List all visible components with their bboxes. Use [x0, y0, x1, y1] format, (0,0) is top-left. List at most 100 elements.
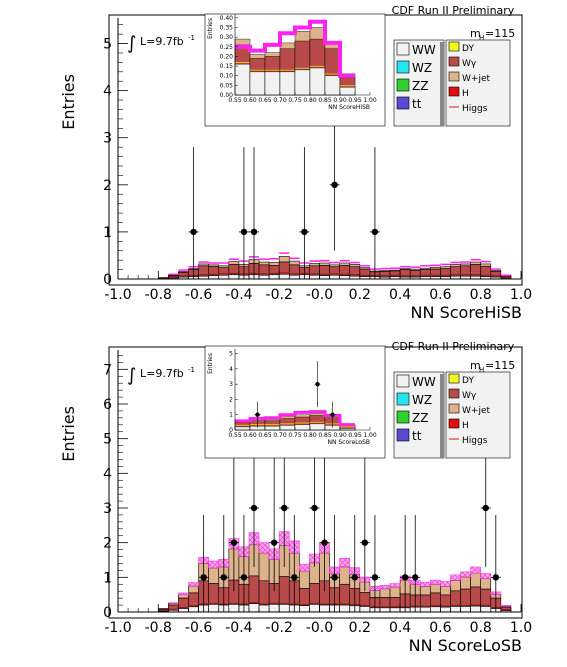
wjet-bar	[379, 588, 391, 598]
y-tick-label: 5	[103, 37, 112, 53]
higgs-hatch-bar	[208, 560, 220, 569]
x-tick-label: -1.0	[104, 620, 131, 636]
wgamma-bar	[460, 588, 471, 607]
inset-y-tick-label: 3	[229, 381, 233, 388]
ww-bar	[178, 608, 189, 613]
y-axis-label: Entries	[59, 406, 78, 462]
ww-bar	[299, 605, 310, 613]
inset-x-tick-label: 0.70	[273, 97, 287, 104]
wjet-bar	[419, 586, 431, 596]
wgamma-bar	[379, 271, 391, 278]
x-tick-label: -0.0	[306, 620, 333, 636]
x-axis-label: NN ScoreLoSB	[409, 636, 522, 655]
y-tick-label: 3	[103, 131, 112, 147]
wjet-bar	[440, 586, 451, 596]
integral-sign: ∫	[127, 365, 136, 386]
inset-x-tick-label: 0.95	[348, 97, 362, 104]
x-tick-label: -0.4	[225, 620, 252, 636]
wjet-bar	[319, 262, 330, 266]
ww-bar	[288, 274, 300, 280]
mass-value: =115	[485, 27, 515, 40]
inset-x-tick-label: 0.65	[258, 432, 272, 439]
legend-label: WW	[412, 43, 436, 57]
inset-y-label: Entries	[207, 18, 214, 39]
inset-ww-bar	[309, 423, 326, 431]
inset-x-tick-label: 0.90	[333, 432, 347, 439]
higgs-hatch-bar	[389, 583, 401, 588]
higgs-hatch-bar	[299, 563, 310, 572]
x-tick-label: 0.4	[389, 287, 411, 303]
wjet-bar	[389, 586, 401, 598]
higgs-hatch-bar	[460, 571, 471, 578]
legend-swatch-tt	[396, 428, 410, 442]
legend-swatch-zz	[396, 78, 410, 92]
legend-swatch-right	[448, 41, 460, 52]
wgamma-bar	[188, 592, 199, 608]
x-tick-label: -0.6	[185, 620, 212, 636]
inset-y-tick-label: 2	[229, 396, 233, 403]
ww-bar	[248, 603, 260, 613]
data-point	[291, 574, 298, 581]
legend-swatch-zz	[396, 410, 410, 424]
higgs-hatch-bar	[178, 592, 189, 595]
top-panel-hisb: -1.0 -0.8 -0.6 -0.4 -0.2 -0.0 0.2 0.4 0.6 0.8 1.00…	[59, 4, 532, 322]
ww-bar	[278, 273, 290, 280]
higgs-hatch-bar	[188, 582, 199, 587]
inset-x-label: NN ScoreLoSB	[327, 439, 370, 446]
legend-label: W+jet	[462, 74, 490, 84]
wjet-bar	[268, 262, 280, 266]
mass-label: m	[470, 27, 481, 40]
data-point	[270, 539, 278, 546]
chart-title: CDF Run II Preliminary	[392, 340, 515, 353]
wgamma-bar	[470, 586, 481, 607]
wgamma-bar	[480, 588, 492, 607]
wgamma-bar	[178, 597, 189, 609]
wjet-bar	[188, 585, 199, 594]
x-tick-label: 1.0	[510, 620, 532, 636]
data-point	[321, 539, 328, 546]
x-tick-label: -0.2	[266, 620, 293, 636]
y-tick-label: 5	[103, 432, 112, 448]
mass-sub: H	[479, 366, 484, 374]
wjet-bar	[208, 567, 220, 584]
legend-label: WW	[412, 375, 436, 389]
wgamma-bar	[419, 594, 431, 608]
inset-ww-bar	[264, 71, 281, 96]
data-point	[412, 574, 419, 581]
ww-bar	[339, 604, 351, 613]
ww-bar	[218, 274, 230, 280]
legend-label: Higgs	[462, 436, 488, 446]
inset-x-tick-label: 0.55	[228, 97, 242, 104]
inset-ww-bar	[309, 67, 326, 96]
inset-data-point	[315, 381, 320, 387]
chart-title: CDF Run II Preliminary	[392, 4, 515, 17]
x-tick-label: -0.6	[185, 287, 212, 303]
y-tick-label: 4	[103, 466, 112, 482]
higgs-hatch-bar	[379, 585, 391, 590]
inset-x-tick-label: 1.00	[363, 97, 377, 104]
ww-bar	[258, 604, 270, 613]
inset-y-tick-label: 0.30	[220, 34, 234, 41]
wgamma-bar	[450, 590, 461, 607]
inset-higgs-line	[235, 19, 355, 78]
wjet-bar	[460, 576, 471, 590]
higgs-hatch-bar	[500, 605, 512, 607]
inset-ww-bar	[234, 63, 251, 96]
wjet-bar	[450, 264, 461, 268]
legend-shadow	[440, 42, 444, 126]
inset-x-tick-label: 0.60	[243, 432, 257, 439]
inset-data-point	[255, 412, 260, 417]
wgamma-bar	[379, 597, 391, 609]
inset-ww-bar	[294, 424, 311, 431]
wgamma-bar	[430, 592, 441, 608]
data-point	[351, 574, 358, 581]
wgamma-bar	[359, 592, 371, 607]
inset-x-tick-label: 0.70	[273, 432, 287, 439]
legend-label: ZZ	[412, 79, 428, 93]
x-tick-label: 0.8	[470, 287, 492, 303]
x-tick-label: 1.0	[510, 287, 532, 303]
legend-swatch-right	[448, 86, 460, 97]
inset-x-tick-label: 0.85	[318, 432, 332, 439]
ww-bar	[460, 606, 471, 613]
